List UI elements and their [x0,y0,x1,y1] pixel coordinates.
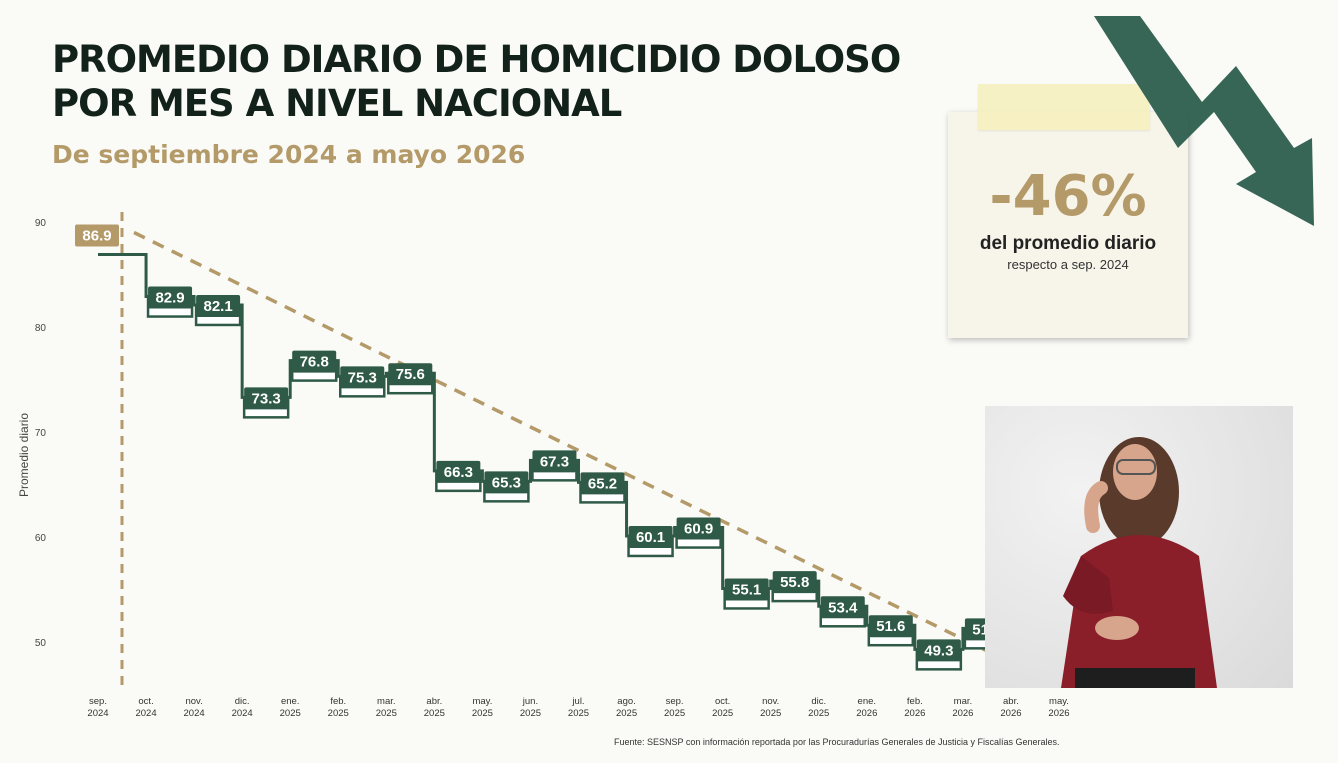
data-label: 76.8 [300,354,329,371]
x-tick-label: 2024 [135,708,156,719]
data-label-box [340,366,385,389]
page-title: PROMEDIO DIARIO DE HOMICIDIO DOLOSO POR … [52,38,952,126]
data-label: 53.4 [828,599,858,616]
y-axis-label: Promedio diario [17,413,31,497]
x-tick-label: 2025 [376,708,397,719]
data-label-box [196,294,241,317]
data-label-box [628,525,673,548]
x-tick-label: 2024 [232,708,253,719]
x-tick-label: 2025 [328,708,349,719]
x-tick-label: may. [472,696,492,707]
x-tick-label: abr. [426,696,442,707]
x-tick-label: jul. [571,696,584,707]
x-tick-label: 2025 [760,708,781,719]
percent-change-caption: del promedio diario [979,233,1157,254]
x-tick-label: 2025 [424,708,445,719]
data-label-box [772,571,817,594]
x-tick-label: mar. [954,696,972,707]
x-tick-label: 2025 [280,708,301,719]
data-label: 66.3 [444,464,473,481]
x-tick-label: 2026 [952,708,973,719]
x-tick-label: dic. [235,696,250,707]
data-label-box [532,450,577,473]
data-label-box [244,387,289,410]
x-tick-label: sep. [666,696,684,707]
data-label: 65.2 [588,475,617,492]
data-label: 60.1 [636,529,665,546]
page-subtitle: De septiembre 2024 a mayo 2026 [52,140,526,169]
data-label-box [724,578,769,601]
x-tick-label: may. [1049,696,1069,707]
data-label-box [916,639,961,662]
data-label: 82.1 [203,298,232,315]
x-tick-label: 2026 [1048,708,1069,719]
data-label: 55.1 [732,581,761,598]
data-label-box [436,460,481,483]
x-tick-label: 2024 [184,708,205,719]
data-label: 49.3 [924,642,953,659]
data-label: 67.3 [540,453,569,470]
percent-change-reference: respecto a sep. 2024 [1007,257,1129,272]
tape-strip [978,84,1150,130]
data-label-box [148,286,193,309]
x-tick-label: abr. [1003,696,1019,707]
x-tick-label: 2024 [87,708,108,719]
x-tick-label: 2025 [808,708,829,719]
x-tick-label: 2025 [616,708,637,719]
data-label-box [292,350,337,373]
y-tick-label: 90 [35,218,47,229]
source-note: Fuente: SESNSP con información reportada… [614,737,1060,747]
data-label-box [820,596,865,619]
x-tick-label: ene. [281,696,300,707]
x-tick-label: 2025 [568,708,589,719]
y-tick-label: 70 [35,428,47,439]
x-tick-label: 2025 [472,708,493,719]
x-tick-label: 2026 [856,708,877,719]
percent-change-value: -46% [989,164,1147,229]
x-tick-label: sep. [89,696,107,707]
x-tick-label: 2025 [712,708,733,719]
data-label: 55.8 [780,574,809,591]
interpreter-figure [1061,437,1217,688]
trend-dashed-line [133,230,1002,660]
data-label-box [676,517,721,540]
x-tick-label: ene. [858,696,877,707]
data-label-box [580,472,625,495]
x-tick-label: nov. [762,696,779,707]
x-tick-label: feb. [330,696,346,707]
x-tick-label: oct. [715,696,730,707]
data-label: 73.3 [252,390,281,407]
down-trend-arrow-icon [1094,16,1314,226]
y-tick-label: 80 [35,323,47,334]
data-label: 75.6 [396,366,425,383]
x-tick-label: 2025 [664,708,685,719]
x-tick-label: nov. [185,696,202,707]
title-line-1: PROMEDIO DIARIO DE HOMICIDIO DOLOSO [52,38,901,81]
data-label-box [75,224,119,247]
sign-language-interpreter-video [985,406,1293,688]
data-label: 86.9 [82,228,111,245]
data-label: 60.9 [684,521,713,538]
data-label-box [484,471,529,494]
x-tick-label: jun. [522,696,538,707]
x-tick-label: ago. [617,696,636,707]
x-tick-label: 2025 [520,708,541,719]
data-label: 82.9 [155,290,184,307]
x-tick-label: 2026 [904,708,925,719]
y-tick-label: 60 [35,533,47,544]
x-tick-label: mar. [377,696,395,707]
data-label-box [868,615,913,638]
data-label: 75.3 [348,369,377,386]
x-tick-label: oct. [138,696,153,707]
title-line-2: POR MES A NIVEL NACIONAL [52,82,622,125]
data-label-box [388,363,433,386]
data-label: 65.3 [492,474,521,491]
percent-change-card: -46% del promedio diario respecto a sep.… [948,112,1188,338]
x-tick-label: dic. [811,696,826,707]
x-tick-label: feb. [907,696,923,707]
data-label: 51.6 [876,618,905,635]
y-tick-label: 50 [35,638,47,649]
x-tick-label: 2026 [1000,708,1021,719]
